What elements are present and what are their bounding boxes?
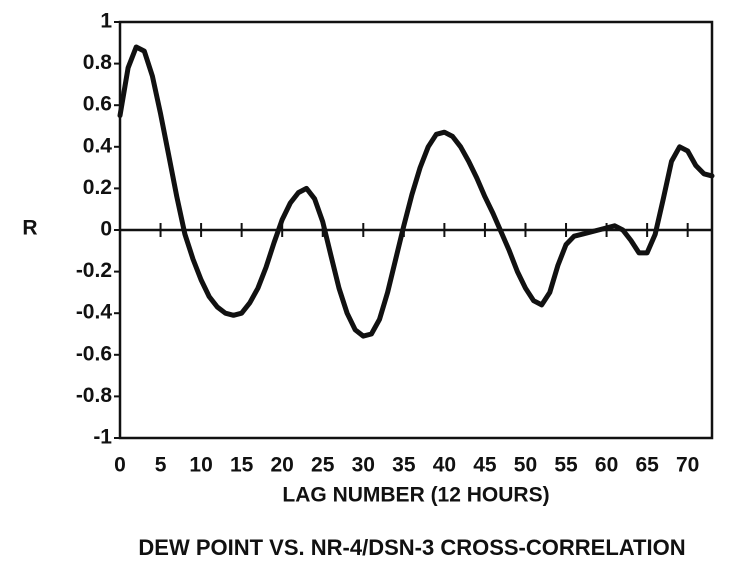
x-tick-label: 10 <box>189 454 212 477</box>
y-tick-label: 0.2 <box>83 176 112 199</box>
y-tick-label: -0.6 <box>76 342 112 365</box>
x-tick-label: 60 <box>595 454 618 477</box>
x-tick-label: 50 <box>514 454 537 477</box>
y-tick-label: 1 <box>100 10 112 33</box>
x-tick-label: 70 <box>676 454 699 477</box>
y-tick-label: -0.8 <box>76 384 113 407</box>
x-tick-label: 15 <box>230 454 254 477</box>
y-tick-label: -0.2 <box>76 259 112 282</box>
x-tick-label: 0 <box>114 454 126 477</box>
y-tick-label: 0.8 <box>83 51 113 74</box>
x-tick-label: 45 <box>473 454 497 477</box>
y-tick-label: -1 <box>93 426 112 449</box>
y-tick-label: 0 <box>100 218 112 241</box>
x-tick-label: 65 <box>635 454 659 477</box>
y-tick-label: 0.4 <box>83 134 113 157</box>
y-tick-label: -0.4 <box>76 301 113 324</box>
chart-title: DEW POINT VS. NR-4/DSN-3 CROSS-CORRELATI… <box>138 535 685 560</box>
x-tick-label: 20 <box>271 454 294 477</box>
x-tick-label: 5 <box>155 454 167 477</box>
x-tick-label: 55 <box>554 454 578 477</box>
x-tick-label: 40 <box>433 454 456 477</box>
data-line <box>117 44 715 339</box>
x-tick-label: 30 <box>352 454 375 477</box>
y-axis-label: R <box>22 217 37 240</box>
x-axis-label: LAG NUMBER (12 HOURS) <box>282 484 549 507</box>
y-tick-label: 0.6 <box>83 93 112 116</box>
x-tick-label: 35 <box>392 454 416 477</box>
x-tick-label: 25 <box>311 454 335 477</box>
